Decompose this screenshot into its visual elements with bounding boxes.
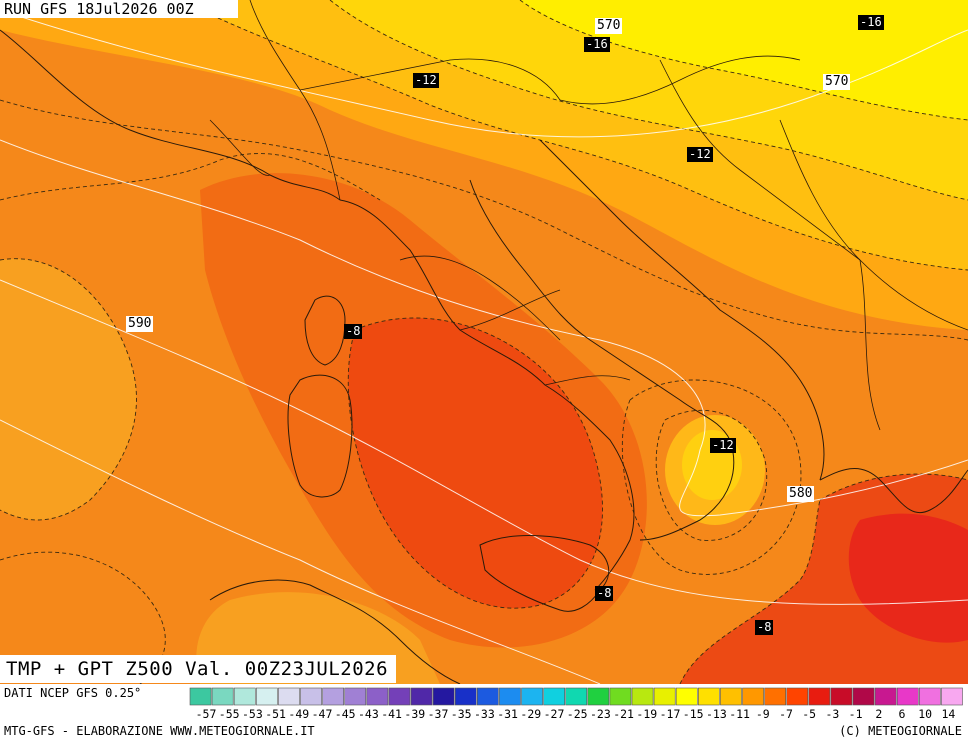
colorbar-swatch bbox=[653, 687, 676, 706]
field-cool-north-4 bbox=[520, 0, 968, 120]
run-label: RUN GFS 18Jul2026 00Z bbox=[0, 0, 238, 18]
geopotential-isolines bbox=[0, 9, 968, 684]
colorbar-swatch bbox=[366, 687, 389, 706]
colorbar-swatch bbox=[410, 687, 433, 706]
colorbar-label: -35 bbox=[450, 707, 472, 721]
colorbar-swatch bbox=[476, 687, 499, 706]
data-source: DATI NCEP GFS 0.25° bbox=[4, 686, 142, 700]
temperature-label: -12 bbox=[710, 438, 736, 453]
colorbar bbox=[189, 687, 963, 706]
colorbar-label: -23 bbox=[590, 707, 611, 721]
colorbar-swatch bbox=[499, 687, 521, 706]
temperature-label: -8 bbox=[755, 620, 774, 635]
colorbar-label: -25 bbox=[566, 707, 588, 721]
colorbar-swatch bbox=[609, 687, 632, 706]
colorbar-label: -31 bbox=[497, 707, 518, 721]
temperature-label: -8 bbox=[595, 586, 614, 601]
colorbar-swatch bbox=[786, 687, 809, 706]
colorbar-swatch bbox=[852, 687, 875, 706]
temperature-label: -16 bbox=[858, 15, 884, 30]
geopotential-label: 590 bbox=[126, 316, 154, 332]
colorbar-swatch bbox=[521, 687, 543, 706]
temperature-label: -8 bbox=[344, 324, 363, 339]
colorbar-label: -45 bbox=[334, 707, 356, 721]
colorbar-swatch bbox=[675, 687, 698, 706]
colorbar-label: -7 bbox=[779, 707, 793, 721]
colorbar-swatch bbox=[830, 687, 853, 706]
colorbar-label: -29 bbox=[520, 707, 542, 721]
colorbar-label: 10 bbox=[918, 707, 933, 721]
colorbar-label: -41 bbox=[381, 707, 402, 721]
colorbar-label: -43 bbox=[358, 707, 379, 721]
colorbar-swatch bbox=[918, 687, 941, 706]
colorbar-swatch bbox=[896, 687, 919, 706]
colorbar-label: -1 bbox=[848, 707, 863, 721]
colorbar-label: -47 bbox=[311, 707, 333, 721]
colorbar-swatch bbox=[454, 687, 477, 706]
colorbar-swatch bbox=[322, 687, 345, 706]
colorbar-label: -37 bbox=[427, 707, 449, 721]
colorbar-swatch bbox=[278, 687, 300, 706]
temperature-label: -12 bbox=[413, 73, 439, 88]
colorbar-swatch bbox=[941, 687, 963, 706]
colorbar-label: -19 bbox=[636, 707, 658, 721]
geopotential-label: 580 bbox=[787, 486, 815, 502]
colorbar-label: 6 bbox=[898, 707, 906, 721]
colorbar-label: -5 bbox=[802, 707, 817, 721]
colorbar-swatch bbox=[587, 687, 610, 706]
colorbar-label: -55 bbox=[218, 707, 240, 721]
geopotential-label: 570 bbox=[823, 74, 851, 90]
colorbar-label: -15 bbox=[682, 707, 704, 721]
colorbar-label: -39 bbox=[404, 707, 426, 721]
field-aegean-core bbox=[848, 513, 968, 643]
colorbar-labels: -57 -55 -53 -51 -49 -47 -45 -43 -41 -39 -37 -35 -33-… bbox=[196, 707, 966, 723]
colorbar-swatch bbox=[255, 687, 278, 706]
colorbar-label: -11 bbox=[729, 707, 750, 721]
colorbar-label: -13 bbox=[706, 707, 727, 721]
borders bbox=[209, 0, 968, 431]
temperature-label: -16 bbox=[584, 37, 610, 52]
colorbar-swatch bbox=[300, 687, 322, 706]
colorbar-swatch bbox=[874, 687, 897, 706]
temperature-label: -12 bbox=[687, 147, 713, 162]
colorbar-label: -49 bbox=[288, 707, 310, 721]
map-title: TMP + GPT Z500 Val. 00Z23JUL2026 bbox=[0, 655, 397, 683]
colorbar-label: -27 bbox=[543, 707, 565, 721]
geopotential-label: 570 bbox=[595, 18, 623, 34]
colorbar-swatch bbox=[211, 687, 234, 706]
colorbar-swatch bbox=[720, 687, 742, 706]
colorbar-swatch bbox=[565, 687, 588, 706]
colorbar-swatch bbox=[388, 687, 411, 706]
colorbar-label: -17 bbox=[659, 707, 681, 721]
colorbar-swatch bbox=[631, 687, 654, 706]
colorbar-swatch bbox=[543, 687, 565, 706]
field-west-band bbox=[0, 258, 137, 520]
colorbar-label: -33 bbox=[474, 707, 495, 721]
colorbar-label: 2 bbox=[875, 707, 883, 721]
colorbar-label: -21 bbox=[613, 707, 634, 721]
colorbar-swatch bbox=[764, 687, 786, 706]
colorbar-swatch bbox=[233, 687, 256, 706]
colorbar-swatch bbox=[189, 687, 212, 706]
colorbar-label: -3 bbox=[825, 707, 840, 721]
colorbar-label: -9 bbox=[755, 707, 770, 721]
credit-right: (C) METEOGIORNALE bbox=[839, 724, 962, 738]
colorbar-swatch bbox=[742, 687, 764, 706]
coastlines bbox=[0, 29, 968, 684]
colorbar-swatch bbox=[432, 687, 455, 706]
colorbar-label: -53 bbox=[242, 707, 263, 721]
colorbar-swatch bbox=[808, 687, 831, 706]
colorbar-label: 14 bbox=[941, 707, 956, 721]
colorbar-label: -51 bbox=[265, 707, 286, 721]
colorbar-swatch bbox=[344, 687, 367, 706]
colorbar-swatch bbox=[697, 687, 720, 706]
credit-left: MTG-GFS - ELABORAZIONE WWW.METEOGIORNALE… bbox=[4, 724, 315, 738]
colorbar-label: -57 bbox=[195, 707, 217, 721]
